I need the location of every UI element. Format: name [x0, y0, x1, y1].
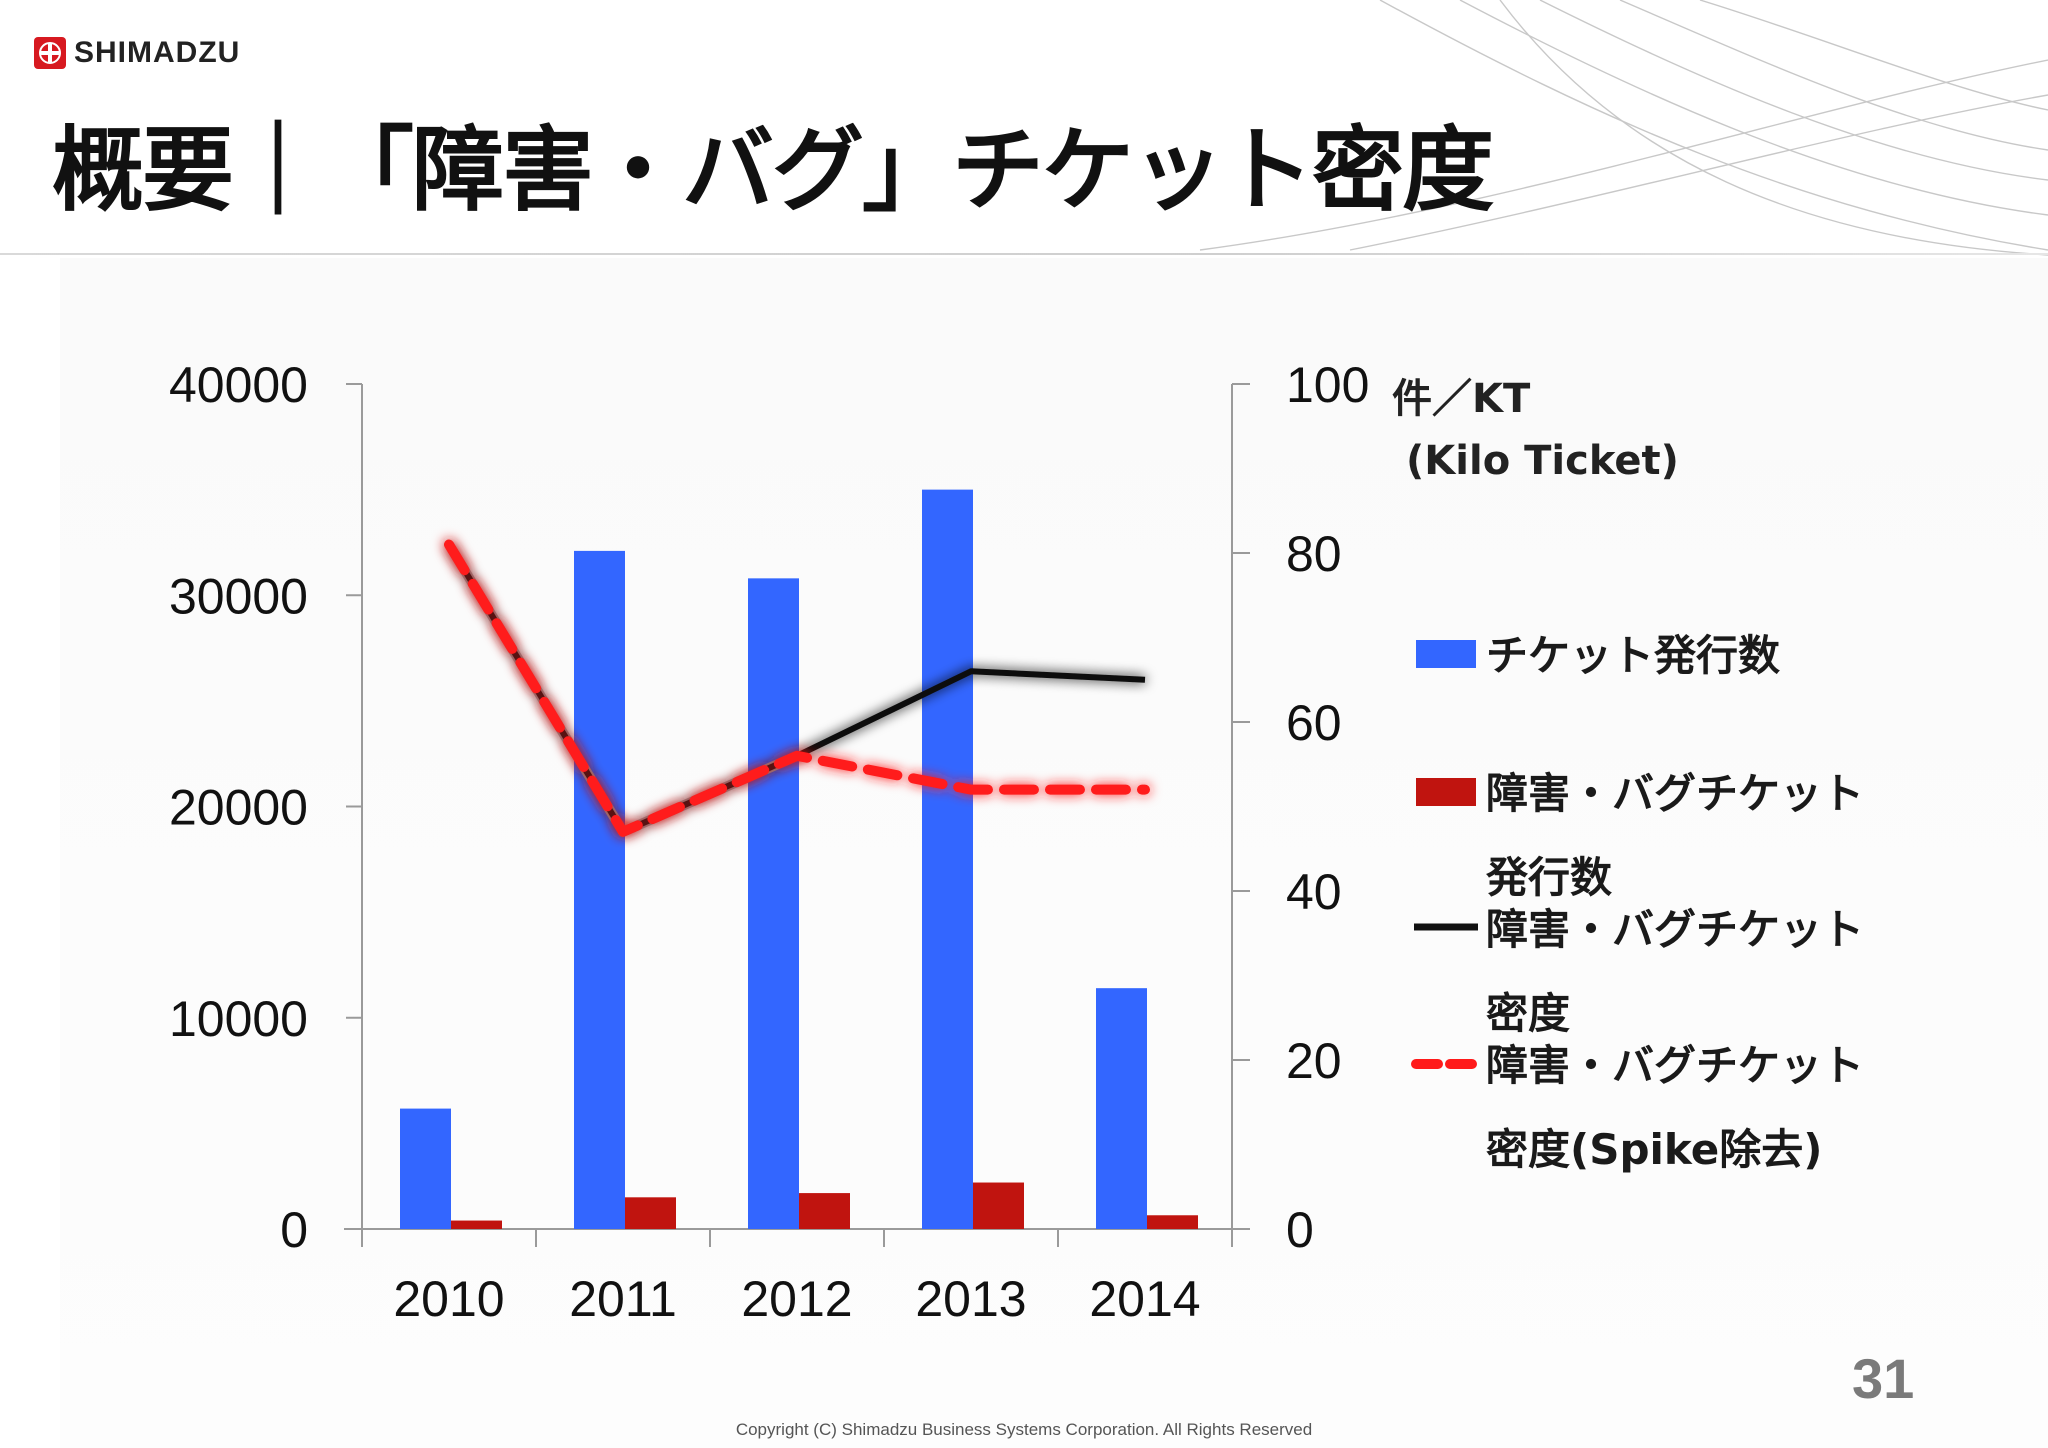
density-spike-removed-line — [444, 539, 1150, 837]
bug-bar — [1147, 1215, 1198, 1229]
legend-density-label-line1: 障害・バグチケット — [1486, 905, 1865, 954]
legend-density-label-line2: 密度 — [1486, 989, 1571, 1038]
x-axis-tick-label: 2014 — [1089, 1271, 1200, 1327]
left-axis-tick-label: 20000 — [169, 780, 308, 836]
title-divider — [0, 253, 2048, 255]
chart-panel — [60, 258, 2048, 1448]
decor-curve-2 — [1539, 0, 2048, 181]
x-axis-tick-label: 2012 — [741, 1271, 852, 1327]
legend-bug-label-line2: 発行数 — [1486, 853, 1613, 902]
x-axis-tick-label: 2011 — [569, 1271, 677, 1327]
left-axis-tick-label: 30000 — [169, 568, 308, 624]
legend-bug-label-line1: 障害・バグチケット — [1486, 769, 1865, 818]
x-axis-tick-label: 2010 — [393, 1271, 504, 1327]
right-axis-unit: 件／KT — [1392, 376, 1531, 422]
bug-bar — [451, 1220, 502, 1229]
ticket-bar — [748, 578, 799, 1229]
header-decoration — [1199, 0, 2048, 256]
bug-bar — [625, 1197, 676, 1229]
ticket-bar — [574, 550, 625, 1229]
decor-curve-1 — [1459, 0, 2048, 216]
legend-spike-label-line2: 密度(Spike除去) — [1486, 1125, 1823, 1174]
bug-bar — [973, 1182, 1024, 1229]
right-axis-tick-label: 0 — [1286, 1202, 1314, 1258]
legend-ticket-swatch — [1416, 640, 1476, 668]
ticket-bar — [400, 1108, 451, 1229]
page-number: 31 — [1852, 1347, 1915, 1410]
right-axis-tick-label: 60 — [1286, 695, 1342, 751]
decor-curve-6 — [1349, 94, 2048, 251]
right-axis-tick-label: 40 — [1286, 864, 1342, 920]
decor-curve-7 — [1499, 0, 2048, 256]
legend-ticket-label: チケット発行数 — [1486, 631, 1781, 680]
page-title: 概要｜「障害・バグ」チケット密度 — [52, 117, 1494, 224]
decor-curve-4 — [1699, 0, 2048, 111]
legend-spike-label-line1: 障害・バグチケット — [1486, 1041, 1865, 1090]
decor-curve-3 — [1619, 0, 2048, 151]
x-axis-tick-label: 2013 — [915, 1271, 1026, 1327]
ticket-bar — [1096, 988, 1147, 1229]
right-axis-tick-label: 80 — [1286, 526, 1342, 582]
left-axis-tick-label: 10000 — [169, 991, 308, 1047]
legend-bug-swatch — [1416, 778, 1476, 806]
right-axis-tick-label: 100 — [1286, 357, 1369, 413]
ticket-bar — [922, 489, 973, 1229]
company-logo: SHIMADZU — [34, 36, 240, 70]
left-axis-tick-label: 0 — [280, 1202, 308, 1258]
bug-bar — [799, 1193, 850, 1229]
shimadzu-logo-icon — [34, 37, 66, 69]
right-axis-unit-sub: (Kilo Ticket) — [1406, 438, 1679, 484]
decor-curve-5 — [1199, 59, 2048, 251]
company-name: SHIMADZU — [74, 36, 241, 69]
right-axis-tick-label: 20 — [1286, 1033, 1342, 1089]
copyright-notice: Copyright (C) Shimadzu Business Systems … — [735, 1420, 1313, 1439]
decor-curve-0 — [1379, 0, 2048, 251]
left-axis-tick-label: 40000 — [169, 357, 308, 413]
